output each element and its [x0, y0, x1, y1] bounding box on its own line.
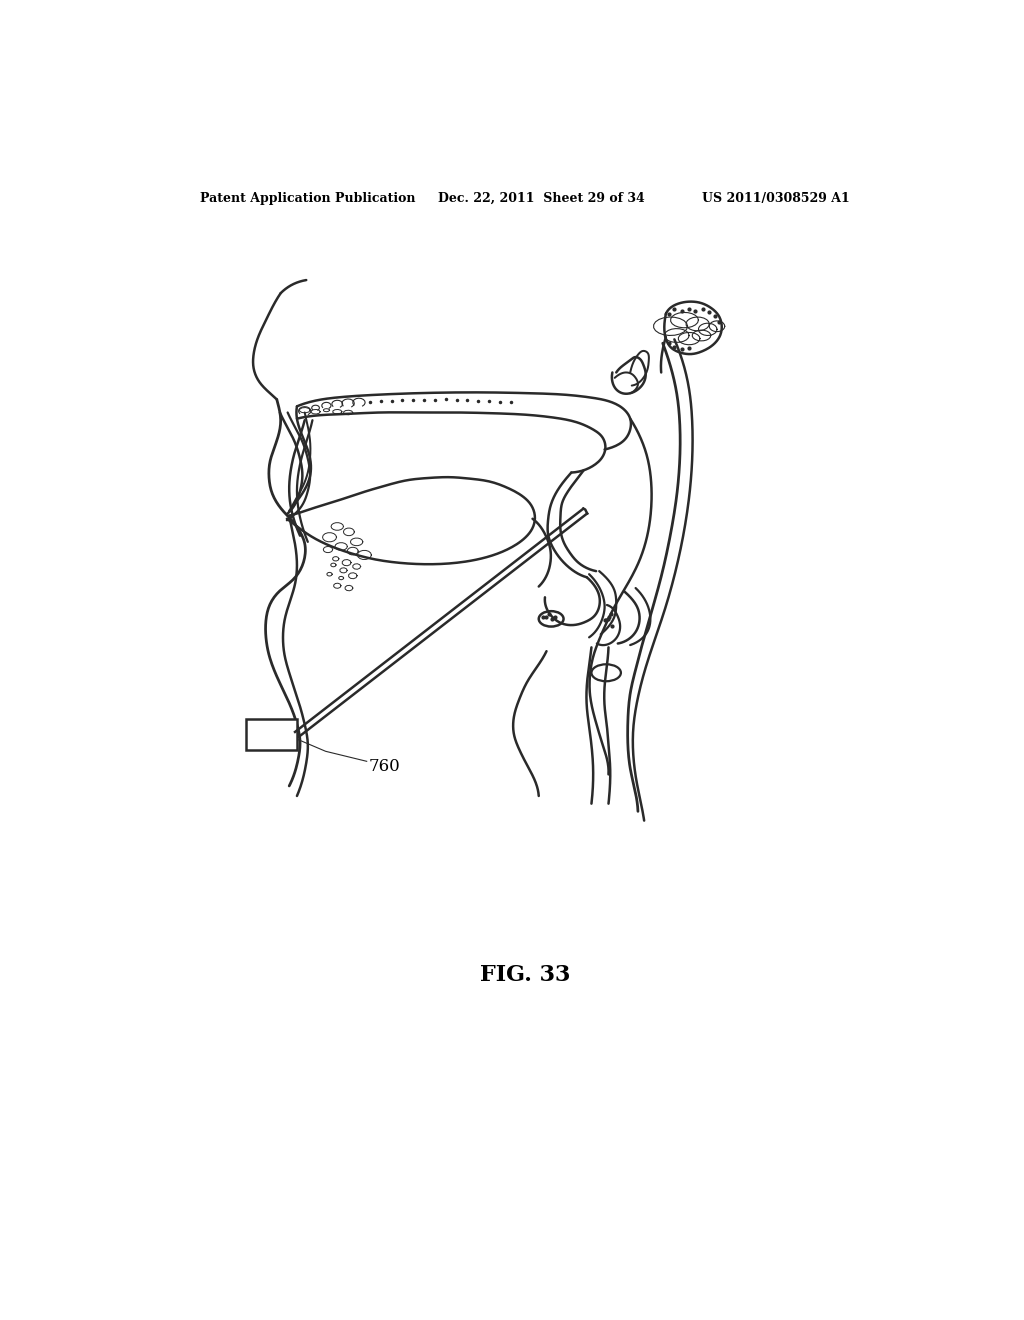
Text: Dec. 22, 2011  Sheet 29 of 34: Dec. 22, 2011 Sheet 29 of 34 — [438, 191, 645, 205]
Text: 760: 760 — [369, 758, 400, 775]
Bar — [246, 719, 297, 750]
Text: FIG. 33: FIG. 33 — [479, 964, 570, 986]
Text: US 2011/0308529 A1: US 2011/0308529 A1 — [701, 191, 849, 205]
Text: Patent Application Publication: Patent Application Publication — [200, 191, 416, 205]
